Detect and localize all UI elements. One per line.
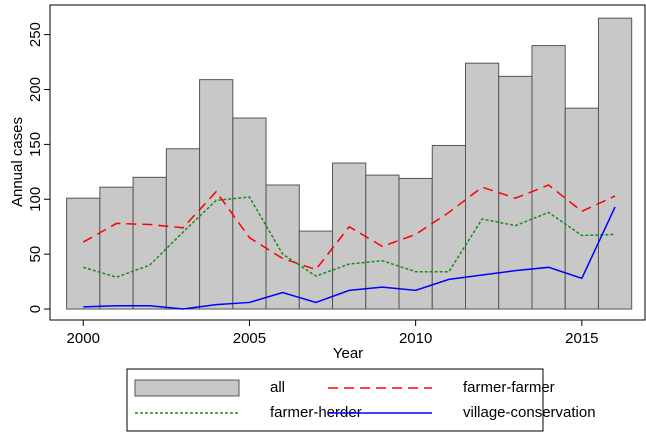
x-tick-label: 2005: [233, 330, 266, 347]
legend-label: village-conservation: [463, 404, 596, 421]
y-tick-label: 150: [27, 132, 44, 157]
bar: [99, 186, 134, 310]
y-tick-label: 50: [27, 246, 44, 263]
bar: [431, 144, 467, 310]
line: [82, 184, 616, 271]
x-tick-label: 2000: [67, 330, 100, 347]
y-tick-label: 0: [27, 305, 44, 313]
bar: [66, 197, 101, 310]
line: [83, 206, 616, 310]
legend-label: all: [270, 379, 285, 396]
y-tick-label: 250: [27, 22, 44, 47]
legend-box: [126, 368, 544, 432]
y-tick-label: 100: [27, 187, 44, 212]
line: [83, 196, 616, 278]
bar: [531, 45, 566, 310]
bar: [332, 162, 367, 310]
bar: [597, 17, 633, 310]
legend-swatch: [134, 379, 240, 397]
y-tick-label: 200: [27, 77, 44, 102]
bar: [465, 62, 500, 310]
legend-label: farmer-farmer: [463, 379, 555, 396]
y-axis-label: Annual cases: [9, 117, 26, 207]
x-tick-label: 2015: [565, 330, 598, 347]
legend-label: farmer-herder: [270, 404, 362, 421]
bar: [298, 230, 334, 310]
x-axis-label: Year: [333, 345, 363, 362]
bar: [199, 79, 234, 310]
bar: [265, 184, 300, 310]
bar: [165, 148, 201, 310]
bar: [132, 176, 167, 310]
bar: [232, 117, 267, 310]
bar: [498, 75, 533, 310]
bar: [564, 107, 599, 310]
x-tick-label: 2010: [399, 330, 432, 347]
